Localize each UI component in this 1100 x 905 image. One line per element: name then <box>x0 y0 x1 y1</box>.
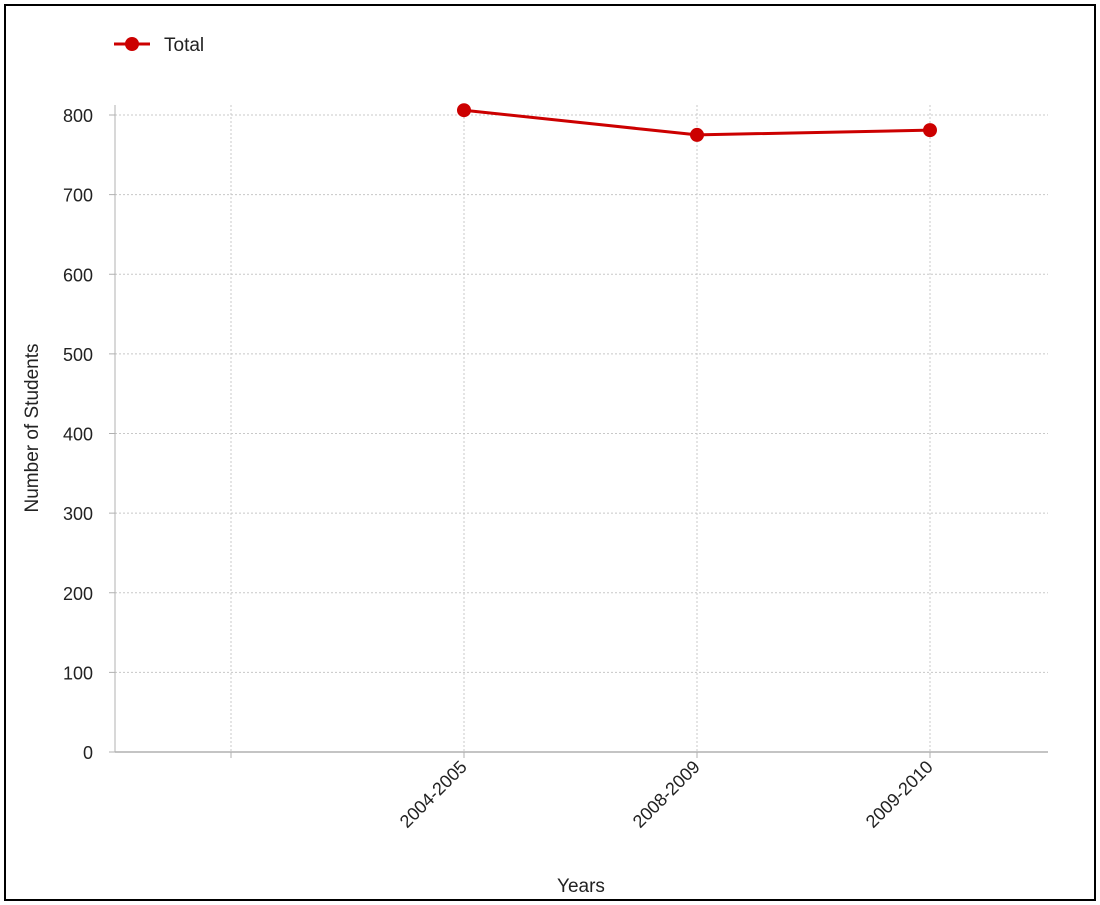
y-tick-label-400: 400 <box>63 425 93 445</box>
y-axis-title: Number of Students <box>22 344 43 513</box>
axes <box>109 105 1048 758</box>
legend[interactable]: Total <box>114 35 204 56</box>
data-point-2004-2005[interactable] <box>457 103 471 118</box>
y-tick-label-800: 800 <box>63 106 93 126</box>
x-tick-label-2004-2005: 2004-2005 <box>396 757 471 832</box>
y-tick-label-100: 100 <box>63 663 93 683</box>
x-tick-label-2009-2010: 2009-2010 <box>862 757 937 832</box>
y-tick-label-600: 600 <box>63 265 93 285</box>
y-tick-label-500: 500 <box>63 345 93 365</box>
grid-lines <box>115 105 1048 752</box>
data-point-2008-2009[interactable] <box>690 127 704 142</box>
x-tick-label-2008-2009: 2008-2009 <box>629 757 704 832</box>
x-axis-title: Years <box>557 876 605 897</box>
y-tick-label-700: 700 <box>63 186 93 206</box>
series-layer <box>457 103 937 142</box>
y-tick-labels: 0 100 200 300 400 500 600 700 800 <box>63 106 93 763</box>
y-tick-label-0: 0 <box>83 743 93 763</box>
data-point-2009-2010[interactable] <box>923 123 937 138</box>
y-tick-label-200: 200 <box>63 584 93 604</box>
legend-swatch-marker <box>125 37 139 51</box>
x-tick-labels: 2004-2005 2008-2009 2009-2010 <box>396 757 937 832</box>
legend-label-total: Total <box>164 35 204 56</box>
y-tick-label-300: 300 <box>63 504 93 524</box>
